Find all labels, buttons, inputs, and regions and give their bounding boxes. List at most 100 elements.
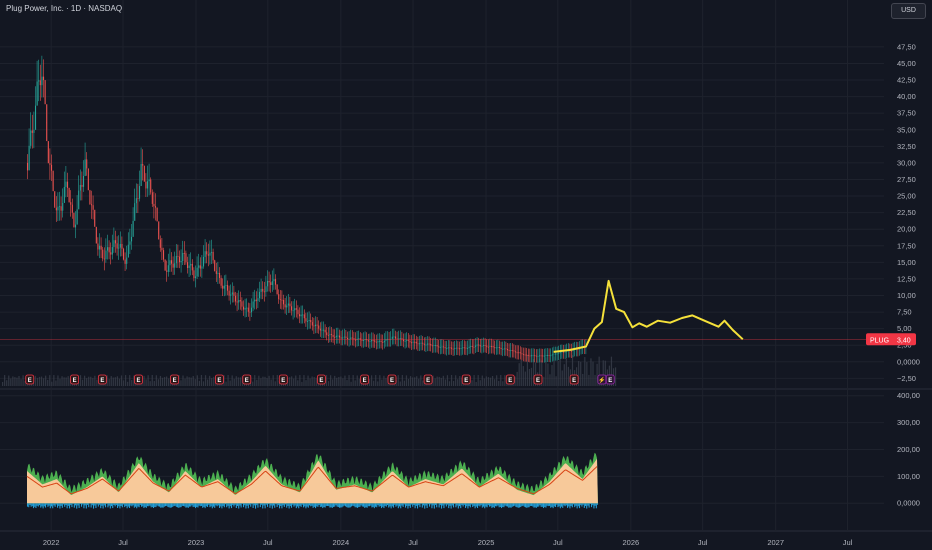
osc-negative-bar xyxy=(91,503,93,506)
osc-negative-bar xyxy=(198,503,200,506)
osc-negative-bar xyxy=(181,503,183,506)
candle xyxy=(170,260,173,264)
osc-negative-bar xyxy=(82,503,84,505)
candle xyxy=(530,355,533,357)
candle xyxy=(513,350,515,352)
candle xyxy=(26,162,29,171)
osc-negative-bar xyxy=(415,503,417,506)
osc-negative-bar xyxy=(95,503,97,509)
volume-bar xyxy=(211,377,213,386)
osc-negative-bar xyxy=(413,503,415,506)
candle xyxy=(185,253,187,263)
osc-negative-bar xyxy=(232,503,234,506)
candle xyxy=(290,306,293,311)
osc-negative-bar xyxy=(227,503,229,506)
osc-negative-bar xyxy=(266,503,269,507)
osc-negative-bar xyxy=(97,503,99,507)
osc-negative-bar xyxy=(211,503,213,509)
osc-negative-bar xyxy=(575,503,577,506)
volume-bar xyxy=(381,379,383,386)
candle xyxy=(55,207,57,211)
candle xyxy=(33,129,35,133)
candle xyxy=(430,343,432,346)
candle xyxy=(194,276,197,279)
osc-negative-bar xyxy=(172,503,174,507)
currency-button[interactable]: USD xyxy=(891,3,926,19)
y-tick-label: 7,50 xyxy=(897,308,912,317)
osc-negative-bar xyxy=(168,503,170,508)
candle xyxy=(84,159,86,176)
volume-bar xyxy=(233,378,235,386)
osc-negative-bar xyxy=(434,503,437,505)
volume-bar xyxy=(55,380,57,386)
candle xyxy=(150,179,152,193)
volume-bar xyxy=(563,364,565,386)
osc-negative-bar xyxy=(570,503,572,507)
volume-bar xyxy=(264,376,266,386)
candle xyxy=(505,348,507,350)
volume-bar xyxy=(67,376,69,386)
osc-negative-bar xyxy=(460,503,462,509)
volume-bar xyxy=(582,373,584,386)
candle xyxy=(215,270,217,274)
volume-bar xyxy=(40,376,43,386)
osc-negative-bar xyxy=(148,503,150,507)
x-tick-label: 2022 xyxy=(43,538,60,547)
osc-negative-bar xyxy=(319,503,321,508)
candle xyxy=(446,348,448,349)
osc-negative-bar xyxy=(131,503,133,507)
osc-negative-bar xyxy=(238,503,240,509)
volume-bar xyxy=(481,375,483,386)
osc-negative-bar xyxy=(86,503,89,505)
osc-negative-bar xyxy=(527,503,529,508)
candle xyxy=(346,337,349,340)
osc-negative-bar xyxy=(586,503,588,509)
volume-bar xyxy=(539,358,541,386)
osc-negative-bar xyxy=(163,503,165,507)
osc-negative-bar xyxy=(328,503,330,507)
volume-bar xyxy=(207,379,209,386)
osc-negative-bar xyxy=(416,503,419,509)
candle xyxy=(118,247,120,249)
osc-negative-bar xyxy=(467,503,469,509)
volume-bar xyxy=(260,378,262,386)
volume-bar xyxy=(330,375,332,386)
candle xyxy=(481,345,483,347)
osc-negative-bar xyxy=(112,503,114,509)
x-tick-label: Jul xyxy=(408,538,418,547)
volume-bar xyxy=(213,376,215,386)
candle xyxy=(353,337,355,340)
osc-negative-bar xyxy=(290,503,293,508)
osc-negative-bar xyxy=(391,503,393,507)
candle xyxy=(129,241,131,245)
last-price-value: 3,40 xyxy=(897,337,911,344)
candle xyxy=(338,335,341,338)
volume-bar xyxy=(412,377,414,386)
candle xyxy=(343,336,345,338)
osc-negative-bar xyxy=(348,503,350,508)
osc-negative-bar xyxy=(78,503,80,508)
candle xyxy=(428,343,430,345)
volume-bar xyxy=(192,376,194,386)
osc-negative-bar xyxy=(454,503,456,504)
candle xyxy=(378,340,381,342)
osc-negative-bar xyxy=(118,503,120,507)
candle xyxy=(158,221,160,240)
candle xyxy=(434,345,437,346)
candle xyxy=(154,206,157,208)
osc-negative-bar xyxy=(392,503,395,508)
candle xyxy=(188,265,190,269)
osc-negative-bar xyxy=(322,503,324,509)
candle xyxy=(41,76,43,86)
candle xyxy=(79,184,81,191)
osc-negative-bar xyxy=(270,503,272,506)
earnings-marker xyxy=(569,374,579,385)
osc-negative-bar xyxy=(512,503,515,507)
osc-negative-bar xyxy=(84,503,86,506)
candle xyxy=(518,352,520,354)
volume-bar xyxy=(420,375,422,386)
volume-bar xyxy=(92,378,94,386)
y-tick-label: 12,50 xyxy=(897,274,916,283)
candle xyxy=(532,355,534,357)
